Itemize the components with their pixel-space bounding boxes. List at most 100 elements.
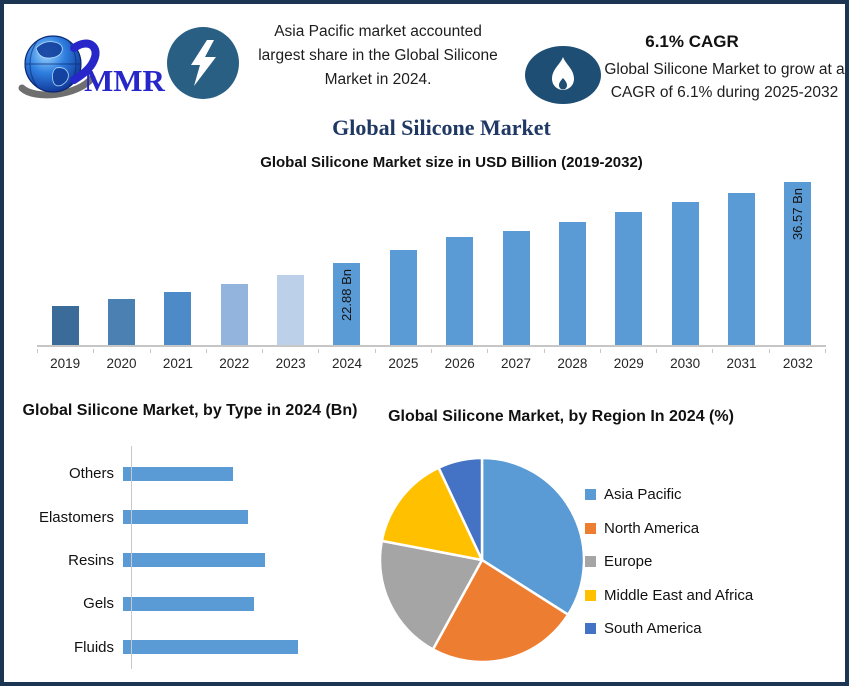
axis-tick [768, 349, 770, 353]
year-label-2021: 2021 [162, 356, 193, 371]
bar-slot-2028 [544, 182, 600, 345]
bar-2029 [615, 212, 643, 345]
bar-2026 [446, 237, 474, 345]
axis-tick [374, 349, 376, 353]
legend-label: Europe [604, 553, 653, 571]
bar-2020 [108, 298, 136, 345]
bar-slot-2031 [713, 182, 769, 345]
globe-continent [35, 41, 69, 87]
bar-slot-2032: 36.57 Bn [770, 182, 826, 345]
bar-2025 [389, 249, 417, 345]
pie-slice-north-america [431, 558, 570, 664]
legend-marker [585, 556, 596, 568]
flame-icon [552, 57, 574, 90]
pie-slice-middle-east-and-africa [380, 466, 484, 562]
axis-tick [262, 349, 264, 353]
type-row-gels: Gels [14, 582, 366, 625]
type-bar-gels [123, 596, 254, 611]
legend-marker [585, 589, 596, 601]
bar-2022 [220, 284, 248, 345]
bar-2019 [51, 306, 79, 345]
axis-tick [543, 349, 545, 353]
year-label-2028: 2028 [557, 356, 588, 371]
legend-item-asia-pacific: Asia Pacific [585, 478, 753, 512]
bar-2030 [671, 201, 699, 345]
year-label-2025: 2025 [388, 356, 419, 371]
year-label-2026: 2026 [444, 356, 475, 371]
logo-text: MMR [84, 63, 166, 98]
logo-swoosh-gray [18, 74, 96, 99]
x-axis-labels: 2019 2020 2021 2022 2023 2024 2025 2026 2027 2028… [37, 356, 826, 371]
year-label-2020: 2020 [106, 356, 137, 371]
year-label-2031: 2031 [726, 356, 757, 371]
type-bar-others [123, 466, 233, 481]
axis-tick [430, 349, 432, 353]
type-chart-rows: Others Elastomers Resins Gels Fluids [14, 446, 366, 669]
mmr-logo: MMR [18, 35, 166, 99]
year-label-2019: 2019 [50, 356, 81, 371]
axis-tick [656, 349, 658, 353]
type-label-gels: Gels [83, 595, 114, 613]
type-bar-fluids [123, 640, 298, 655]
bar-value-label-2024: 22.88 Bn [338, 268, 354, 321]
region-chart-title: Global Silicone Market, by Region In 202… [388, 408, 734, 425]
bar-slot-2027 [488, 182, 544, 345]
region-legend: Asia Pacific North America Europe Middle Ea… [585, 478, 753, 646]
year-label-2029: 2029 [613, 356, 644, 371]
year-label-2024: 2024 [331, 356, 362, 371]
legend-label: Middle East and Africa [604, 586, 754, 604]
year-label-2023: 2023 [275, 356, 306, 371]
axis-tick [487, 349, 489, 353]
year-label-2032: 2032 [782, 356, 813, 371]
cagr-note: Global Silicone Market to grow at a CAGR… [604, 61, 845, 101]
axis-tick [599, 349, 601, 353]
legend-label: South America [604, 620, 702, 638]
legend-label: Asia Pacific [604, 486, 682, 504]
market-size-chart: Global Silicone Market size in USD Billi… [4, 154, 845, 379]
year-label-2027: 2027 [501, 356, 532, 371]
pie-slice-south-america [437, 456, 484, 562]
axis-tick [37, 349, 38, 353]
market-note: Asia Pacific market accounted largest sh… [258, 23, 498, 88]
legend-marker [585, 623, 596, 635]
bar-slot-2026 [432, 182, 488, 345]
legend-item-north-america: North America [585, 512, 753, 546]
bar-2024: 22.88 Bn [333, 262, 361, 345]
cagr-title: 6.1% CAGR [645, 32, 739, 51]
bar-slot-2022 [206, 182, 262, 345]
x-axis-ticks [37, 349, 826, 353]
legend-marker [585, 489, 596, 501]
bar-slot-2020 [93, 182, 149, 345]
type-label-fluids: Fluids [73, 638, 114, 656]
lightning-icon [191, 40, 216, 86]
type-bar-resins [123, 553, 266, 568]
type-row-others: Others [14, 452, 366, 495]
bar-slot-2021 [150, 182, 206, 345]
bar-slot-2030 [657, 182, 713, 345]
bar-2031 [727, 193, 755, 345]
bar-2032: 36.57 Bn [784, 182, 812, 345]
globe-gridlines [24, 35, 82, 93]
bar-2028 [558, 222, 586, 345]
year-label-2030: 2030 [670, 356, 701, 371]
type-label-elastomers: Elastomers [38, 508, 114, 526]
axis-tick [824, 349, 826, 353]
bar-slot-2029 [601, 182, 657, 345]
axis-tick [205, 349, 207, 353]
bar-slot-2023 [262, 182, 318, 345]
flame-badge [525, 46, 601, 104]
pie-slice-europe [378, 539, 484, 651]
bar-value-label-2032: 36.57 Bn [789, 188, 805, 241]
type-bar-elastomers [123, 510, 248, 525]
bar-2027 [502, 230, 530, 345]
legend-item-europe: Europe [585, 545, 753, 579]
market-size-chart-title: Global Silicone Market size in USD Billi… [260, 154, 643, 171]
type-chart: Global Silicone Market, by Type in 2024 … [14, 400, 366, 680]
type-row-resins: Resins [14, 539, 366, 582]
bar-slot-2019 [37, 182, 93, 345]
axis-tick [149, 349, 151, 353]
legend-marker [585, 522, 596, 534]
legend-item-middle-east-and-africa: Middle East and Africa [585, 579, 753, 613]
axis-tick [712, 349, 714, 353]
